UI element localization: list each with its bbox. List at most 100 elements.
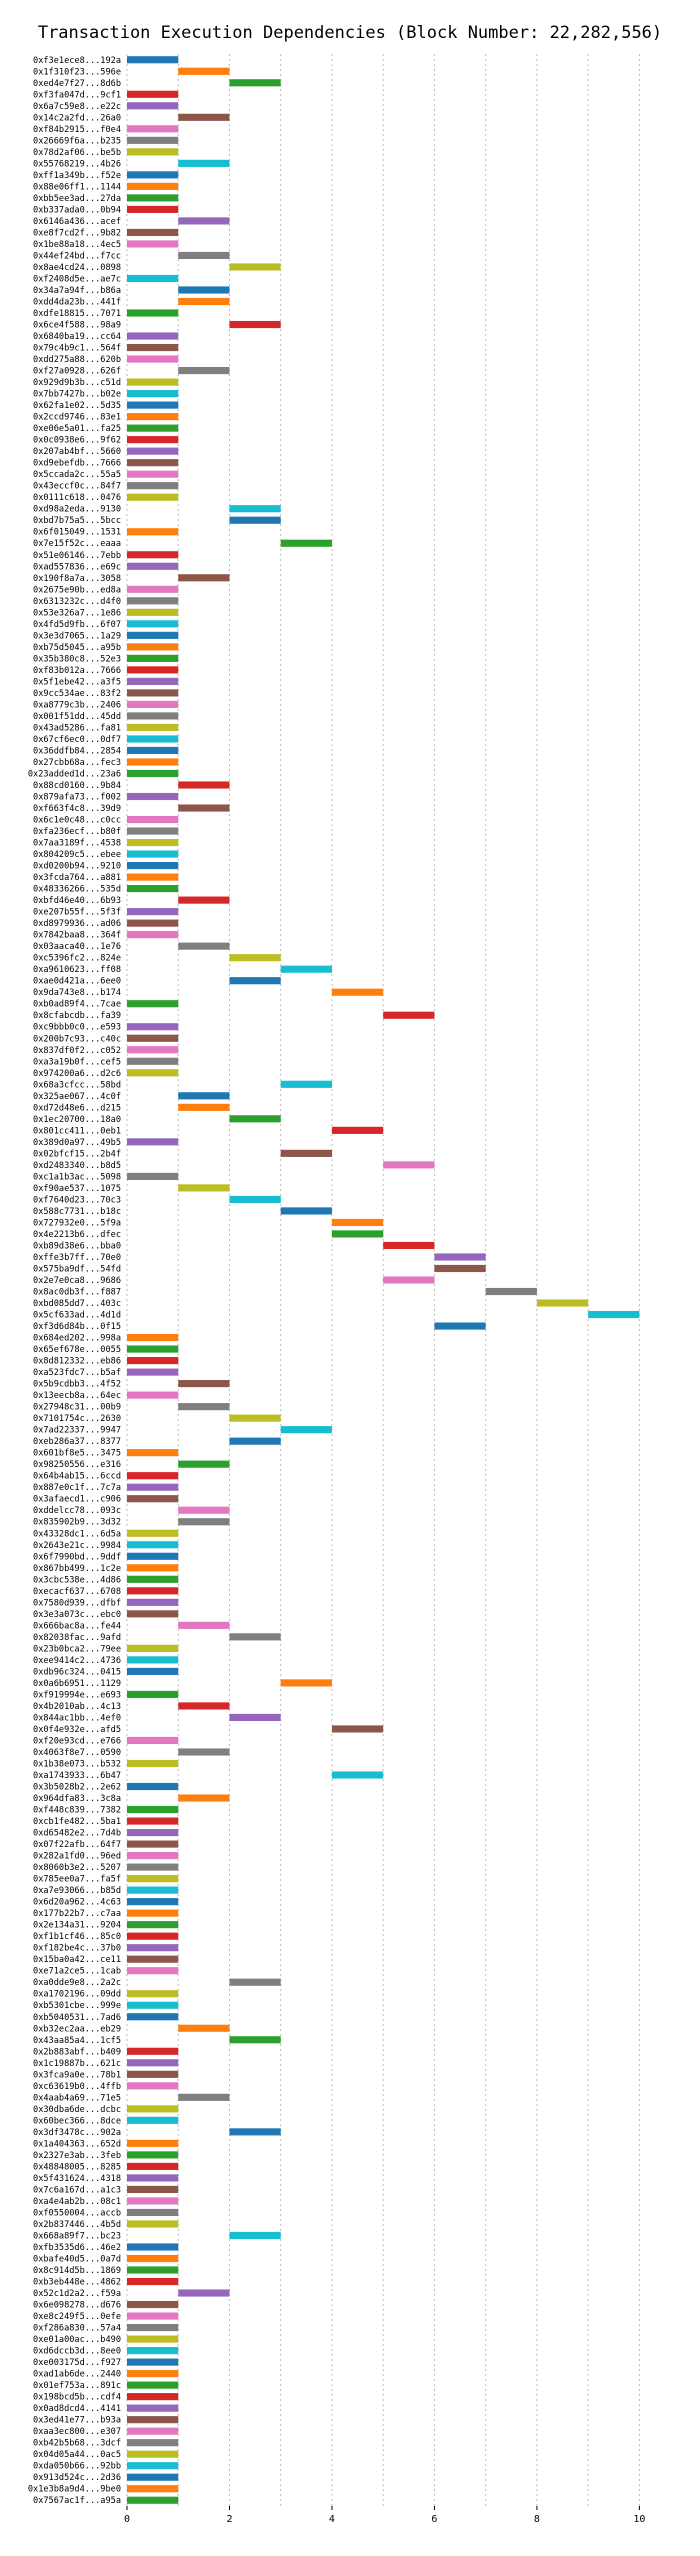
- tx-label: 0xe06e5a01...fa25: [33, 424, 121, 434]
- tx-label: 0x8060b3e2...5207: [33, 1863, 121, 1873]
- tx-label: 0xd8979936...ad06: [33, 919, 121, 929]
- tx-label: 0x82038fac...9afd: [33, 1633, 121, 1643]
- x-tick-label: 8: [534, 2514, 540, 2525]
- tx-bar: [178, 574, 230, 582]
- tx-bar: [280, 1679, 332, 1687]
- tx-label: 0x55768219...4b26: [33, 159, 121, 169]
- tx-bar: [127, 758, 179, 766]
- tx-bar: [127, 1345, 179, 1353]
- tx-bar: [127, 1000, 179, 1008]
- tx-bar: [434, 1322, 486, 1330]
- tx-bar: [229, 954, 281, 962]
- tx-label: 0x48336266...535d: [33, 885, 121, 895]
- tx-bar: [229, 320, 281, 329]
- tx-label: 0x785ee0a7...fa5f: [33, 1875, 121, 1885]
- tx-bar: [280, 539, 332, 547]
- x-tick-label: 2: [226, 2514, 232, 2525]
- tx-label: 0xf20e93cd...e766: [33, 1736, 121, 1746]
- tx-label: 0x9cc534ae...83f2: [33, 689, 121, 699]
- tx-label: 0x4aab4a69...71e5: [33, 2093, 121, 2103]
- tx-label: 0x9da743e8...b174: [33, 988, 121, 998]
- tx-label: 0xda050b66...92bb: [33, 2462, 121, 2472]
- tx-label: 0x8d812332...eb86: [33, 1357, 121, 1367]
- tx-bar: [127, 1759, 179, 1768]
- tx-bar: [127, 2105, 179, 2113]
- tx-label: 0xa4e4ab2b...08c1: [33, 2197, 121, 2207]
- tx-bar: [383, 1276, 435, 1284]
- tx-bar: [127, 355, 179, 363]
- tx-bar: [127, 1138, 179, 1146]
- tx-label: 0xe8c249f5...0efe: [33, 2312, 121, 2322]
- tx-bar: [127, 2358, 179, 2366]
- tx-bar: [127, 2197, 179, 2205]
- tx-label: 0x36ddfb84...2854: [33, 746, 121, 756]
- tx-bar: [127, 1886, 179, 1894]
- tx-bar: [178, 1702, 230, 1710]
- tx-bar: [127, 2416, 179, 2424]
- tx-label: 0xb75d5045...a95b: [33, 643, 121, 653]
- tx-label: 0xa7e93066...b85d: [33, 1886, 121, 1896]
- tx-label: 0x3df3478c...902a: [33, 2128, 121, 2138]
- tx-bar: [127, 1782, 179, 1791]
- tx-bar: [127, 562, 179, 570]
- tx-bar: [127, 919, 179, 927]
- tx-bar: [127, 1944, 179, 1952]
- tx-bar: [127, 1598, 179, 1606]
- tx-bar: [127, 908, 179, 916]
- tx-label: 0x6f015049...1531: [33, 528, 121, 538]
- tx-label: 0x844ac1bb...4ef0: [33, 1713, 121, 1723]
- tx-bar: [127, 620, 179, 628]
- tx-label: 0x177b22b7...c7aa: [33, 1909, 121, 1919]
- tx-label: 0x4e2213b6...dfec: [33, 1230, 121, 1240]
- tx-bar: [127, 1357, 179, 1365]
- tx-bar: [127, 205, 179, 213]
- tx-bar: [127, 1034, 179, 1042]
- tx-bar: [178, 367, 230, 375]
- tx-label: 0x64b4ab15...6ccd: [33, 1472, 121, 1482]
- tx-label: 0x668a89f7...bc23: [33, 2231, 121, 2241]
- tx-bar: [127, 2116, 179, 2124]
- tx-label: 0xae0d421a...6ee0: [33, 977, 121, 987]
- tx-bar: [127, 1333, 179, 1342]
- tx-label: 0xad557836...e69c: [33, 562, 121, 572]
- tx-label: 0xc63619b0...4ffb: [33, 2082, 121, 2092]
- tx-label: 0xbafe40d5...0a7d: [33, 2254, 121, 2264]
- tx-label: 0x325ae067...4c0f: [33, 1092, 121, 1102]
- tx-bar: [178, 1748, 230, 1756]
- tx-bar: [127, 2208, 179, 2217]
- tx-bar: [127, 2220, 179, 2228]
- tx-bar: [127, 700, 179, 708]
- tx-bar: [127, 2393, 179, 2401]
- tx-bar: [127, 2162, 179, 2170]
- tx-label: 0x200b7c93...c40c: [33, 1034, 121, 1044]
- tx-label: 0x6e098278...d676: [33, 2301, 121, 2311]
- tx-bar: [331, 1725, 384, 1733]
- tx-bar: [178, 2289, 230, 2297]
- tx-label: 0xf919994e...e693: [33, 1690, 121, 1700]
- tx-bar: [127, 1690, 179, 1698]
- tx-label: 0x34a7a94f...b86a: [33, 286, 121, 296]
- tx-label: 0x62fa1e02...5d35: [33, 401, 121, 411]
- tx-label: 0xd72d48e6...d215: [33, 1103, 121, 1113]
- tx-label: 0x575ba9df...54fd: [33, 1264, 121, 1274]
- tx-bar: [127, 1552, 179, 1560]
- tx-label: 0xfb3535d6...46e2: [33, 2243, 121, 2253]
- tx-bar: [127, 528, 179, 536]
- tx-bar: [178, 2093, 230, 2101]
- tx-label: 0xff1a349b...f52e: [33, 171, 121, 181]
- tx-label: 0x88cd0160...9b84: [33, 781, 121, 791]
- tx-bar: [127, 608, 179, 616]
- tx-bar: [178, 251, 230, 260]
- tx-bar: [280, 965, 332, 973]
- tx-bar: [280, 1207, 332, 1215]
- tx-label: 0x666bac8a...fe44: [33, 1621, 121, 1631]
- tx-label: 0x23added1d...23a6: [28, 769, 121, 779]
- tx-label: 0xbd085dd7...403c: [33, 1299, 121, 1309]
- tx-label: 0xaa3ec800...e307: [33, 2427, 121, 2437]
- tx-bar: [178, 297, 230, 306]
- tx-bar: [229, 1115, 281, 1123]
- tx-label: 0x929d9b3b...c51d: [33, 378, 121, 388]
- tx-label: 0xdb96c324...0415: [33, 1667, 121, 1677]
- tx-bar: [127, 815, 179, 824]
